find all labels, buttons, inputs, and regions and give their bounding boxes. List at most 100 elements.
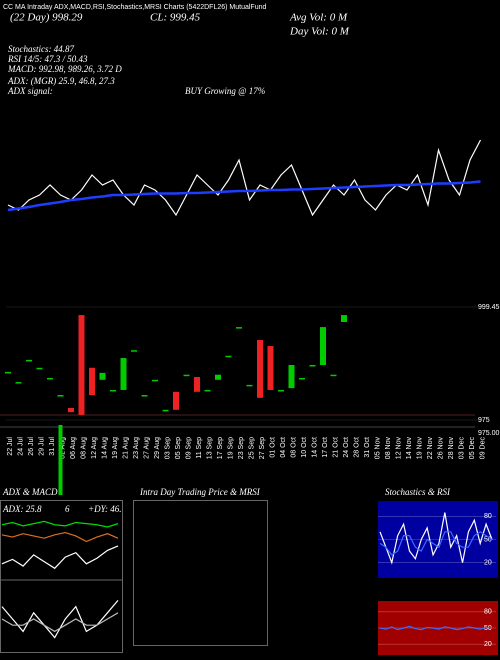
x-tick-label: 06 Aug — [70, 437, 77, 459]
series-line — [379, 625, 493, 631]
x-tick-label: 09 Sep — [185, 437, 192, 459]
x-tick-label: 22 Jul — [7, 437, 14, 456]
y-tick-label: 80 — [484, 609, 492, 616]
x-tick-label: 21 Aug — [122, 437, 129, 459]
panel-background — [378, 501, 498, 578]
candle — [57, 395, 64, 397]
candle — [36, 367, 43, 370]
series-line — [379, 531, 493, 556]
x-tick-label: 31 Oct — [364, 437, 371, 458]
candle — [183, 374, 190, 377]
candle — [309, 365, 316, 367]
x-tick-label: 03 Sep — [164, 437, 171, 459]
rsi-text: RSI 14/5: 47.3 / 50.43 — [7, 54, 88, 64]
x-tick-label: 12 Nov — [395, 437, 402, 460]
candle — [225, 355, 232, 358]
candle — [68, 407, 74, 413]
x-tick-label: 08 Nov — [385, 437, 392, 460]
candle — [194, 377, 200, 392]
x-tick-label: 09 Dec — [479, 437, 486, 460]
y-tick-label: 999.45 — [478, 304, 500, 311]
close-text: CL: 999.45 — [150, 12, 201, 24]
panel-title: Intra Day Trading Price & MRSI — [139, 487, 261, 497]
x-tick-label: 12 Aug — [91, 437, 98, 459]
x-tick-label: 03 Dec — [458, 437, 465, 460]
x-tick-label: 19 Nov — [416, 437, 423, 460]
x-tick-label: 13 Sep — [206, 437, 213, 459]
x-tick-label: 19 Sep — [227, 437, 234, 459]
adx-text: ADX: (MGR) 25.9, 46.8, 27.3 — [7, 76, 115, 86]
series-line — [7, 139, 482, 217]
macd-text: MACD: 992.98, 989.26, 3.72 D — [7, 64, 122, 74]
series-line — [1, 612, 119, 633]
x-tick-label: 28 Oct — [353, 437, 360, 458]
candle — [278, 389, 284, 392]
panel-title: Stochastics & RSI — [385, 487, 451, 497]
y-tick-label: 975 — [478, 417, 490, 424]
series-line — [1, 531, 119, 543]
x-tick-label: 11 Sep — [196, 437, 203, 459]
candle — [78, 315, 85, 415]
candle — [288, 365, 295, 389]
x-tick-label: 05 Sep — [175, 437, 182, 459]
y-tick-label: 20 — [484, 641, 492, 648]
x-tick-label: 17 Sep — [217, 437, 224, 459]
candle — [204, 389, 211, 392]
panel-annotation: 6 — [65, 504, 70, 514]
ma-text: (22 Day) 998.29 — [10, 12, 83, 24]
x-tick-label: 22 Nov — [427, 437, 434, 460]
x-tick-label: 26 Nov — [437, 437, 444, 460]
y-tick-label: 50 — [484, 536, 492, 543]
x-tick-label: 23 Sep — [238, 437, 245, 459]
panel-annotation: ADX: 25.8 — [2, 504, 42, 514]
series-line — [7, 180, 481, 212]
x-tick-label: 14 Nov — [406, 437, 413, 460]
panel-frame — [0, 500, 123, 653]
y-tick-label: 80 — [484, 513, 492, 520]
candle — [162, 409, 169, 412]
candle — [299, 377, 305, 380]
x-tick-label: 05 Dec — [469, 437, 476, 460]
stoch-text: Stochastics: 44.87 — [8, 44, 74, 54]
candle — [131, 350, 137, 352]
panel-title: ADX & MACD — [2, 487, 58, 497]
candle — [246, 384, 253, 387]
x-tick-label: 27 Aug — [143, 437, 150, 459]
candle — [5, 371, 11, 374]
candle — [47, 377, 53, 380]
candle — [215, 374, 221, 380]
x-tick-label: 29 Jul — [38, 437, 45, 456]
x-tick-label: 28 Nov — [448, 437, 455, 460]
volume-bar — [58, 425, 63, 495]
x-tick-label: 14 Oct — [311, 437, 318, 458]
candle — [152, 379, 158, 382]
series-line — [379, 512, 493, 565]
x-tick-label: 26 Jul — [28, 437, 35, 456]
panel-frame — [133, 500, 268, 646]
x-tick-label: 23 Aug — [133, 437, 140, 459]
x-tick-label: 31 Jul — [49, 437, 56, 456]
series-line — [1, 545, 119, 570]
day-vol: Day Vol: 0 M — [289, 26, 350, 38]
candle — [89, 367, 95, 396]
x-tick-label: 10 Oct — [301, 437, 308, 458]
adx-signal: ADX signal: — [7, 86, 53, 96]
y-tick-label: 50 — [484, 625, 492, 632]
x-tick-label: 08 Oct — [290, 437, 297, 458]
x-tick-label: 17 Oct — [322, 437, 329, 458]
x-tick-label: 27 Sep — [259, 437, 266, 459]
candle — [110, 389, 116, 392]
x-tick-label: 21 Oct — [332, 437, 339, 458]
x-tick-label: 25 Sep — [248, 437, 255, 459]
x-tick-label: 24 Oct — [343, 437, 350, 458]
candle — [330, 374, 337, 377]
candle — [173, 391, 179, 410]
y-tick-label: 20 — [484, 559, 492, 566]
x-tick-label: 02 Aug — [59, 437, 66, 459]
series-line — [1, 520, 119, 528]
price-annotation: 975.00 — [478, 430, 500, 437]
panel-annotation: +DY: 46. — [88, 504, 122, 514]
candle — [341, 315, 347, 323]
candle — [257, 340, 263, 398]
